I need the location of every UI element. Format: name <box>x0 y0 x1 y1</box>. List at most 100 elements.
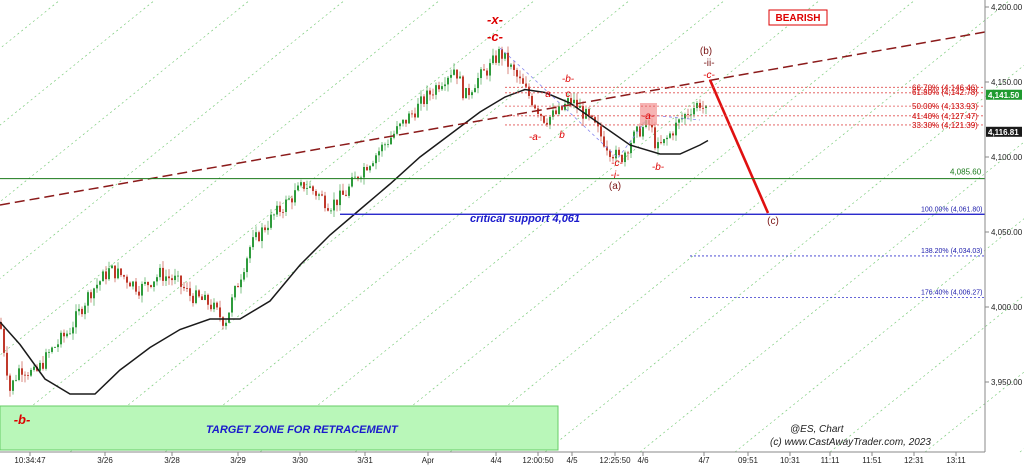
candle-body <box>204 294 206 300</box>
candle-body <box>549 116 551 125</box>
candle-body <box>78 308 80 312</box>
moving-average-line <box>0 88 709 395</box>
candle-body <box>54 347 56 348</box>
wave-label: c <box>566 89 571 100</box>
wave-label: -c- <box>611 158 623 169</box>
candle-body <box>294 190 296 203</box>
candle-body <box>189 288 191 296</box>
candle-body <box>63 332 65 337</box>
candle-body <box>642 127 644 137</box>
candle-body <box>141 283 143 296</box>
candle-body <box>531 95 533 106</box>
candle-body <box>309 186 311 188</box>
candle-body <box>657 142 659 149</box>
candle-body <box>681 118 683 120</box>
candle-body <box>462 76 464 99</box>
candle-body <box>372 163 374 167</box>
wave-label: b <box>559 130 565 141</box>
candle-body <box>348 186 350 196</box>
candle-body <box>111 265 113 269</box>
candle-body <box>336 199 338 206</box>
candle-body <box>249 247 251 259</box>
candle-body <box>225 322 227 326</box>
candle-body <box>471 92 473 96</box>
x-tick-label: 11:11 <box>821 456 840 465</box>
x-tick-label: 4/4 <box>490 456 502 465</box>
candle-body <box>597 122 599 127</box>
price-tag-label: 4,116.81 <box>988 128 1019 137</box>
candle-body <box>132 281 134 287</box>
x-tick-label: 11:51 <box>862 456 882 465</box>
candle-body <box>417 103 419 118</box>
wave-labels: -x--c--b-a c-a-b-a--c--i-(a)-b-(b)-ii--c-… <box>14 12 779 427</box>
x-axis-ticks: 10:34:47 3/26 3/28 3/29 3/30 3/31 Apr 4/4 12:00:… <box>14 452 966 465</box>
y-tick-label: 4,050.00 <box>991 228 1023 237</box>
fib-retracement-label: 33.30% (4,121.39) <box>912 121 978 130</box>
candle-body <box>51 347 53 352</box>
x-tick-label: 09:51 <box>738 456 759 465</box>
fib-retracement-label: 50.00% (4,133.93) <box>912 102 978 111</box>
candle-body <box>459 76 461 79</box>
candle-body <box>279 205 281 212</box>
candle-body <box>612 156 614 159</box>
level-label-4085: 4,085.60 <box>950 168 982 177</box>
y-tick-label: 4,100.00 <box>991 153 1023 162</box>
candle-body <box>183 286 185 289</box>
candle-body <box>174 275 176 281</box>
candle-body <box>540 113 542 116</box>
candle-body <box>441 86 443 90</box>
candle-body <box>444 84 446 87</box>
candle-body <box>534 105 536 109</box>
candle-body <box>3 328 5 353</box>
candle-body <box>438 85 440 90</box>
candle-body <box>105 271 107 280</box>
candle-body <box>165 276 167 281</box>
candle-body <box>69 333 71 335</box>
candle-body <box>621 154 623 163</box>
wave-label: -i- <box>611 170 621 181</box>
candle-body <box>483 69 485 71</box>
candle-body <box>447 77 449 85</box>
candle-body <box>72 327 74 334</box>
candle-body <box>678 119 680 123</box>
candle-body <box>330 210 332 212</box>
candle-body <box>258 232 260 242</box>
candle-body <box>498 49 500 63</box>
candle-body <box>501 49 503 59</box>
candle-body <box>291 198 293 203</box>
fib-extension-label: 100.00% (4,061.80) <box>921 206 983 213</box>
candle-body <box>186 288 188 289</box>
candle-body <box>624 152 626 163</box>
fib-extension-label: 138.20% (4,034.03) <box>921 248 983 255</box>
candle-body <box>240 279 242 288</box>
candle-body <box>522 78 524 84</box>
wave-label: -c- <box>487 29 503 44</box>
candle-body <box>672 133 674 136</box>
candle-body <box>507 52 509 67</box>
candle-body <box>504 52 506 59</box>
candle-body <box>30 369 32 376</box>
candle-body <box>411 113 413 115</box>
candle-body <box>630 142 632 154</box>
candle-body <box>588 108 590 116</box>
wave-label: (c) <box>767 216 779 227</box>
candle-body <box>255 232 257 238</box>
wave-label: -b- <box>652 162 665 173</box>
candle-body <box>573 99 575 104</box>
candle-body <box>579 105 581 108</box>
price-tag-box <box>986 89 1022 100</box>
y-tick-label: 4,200.00 <box>991 3 1023 12</box>
candle-body <box>465 88 467 99</box>
candle-body <box>228 312 230 323</box>
symbol-label: @ES, Chart <box>790 424 845 435</box>
candle-body <box>60 332 62 345</box>
target-zone-box <box>0 405 559 451</box>
candle-body <box>564 103 566 110</box>
x-tick-label: 12:31 <box>904 456 925 465</box>
x-tick-label: 3/26 <box>97 456 113 465</box>
candle-body <box>81 308 83 315</box>
y-axis-ticks: 4,200.00 4,150.00 4,100.00 4,050.00 4,000.00… <box>985 3 1023 387</box>
copyright-label: (c) www.CastAwayTrader.com, 2023 <box>770 437 931 448</box>
candle-body <box>264 227 266 231</box>
